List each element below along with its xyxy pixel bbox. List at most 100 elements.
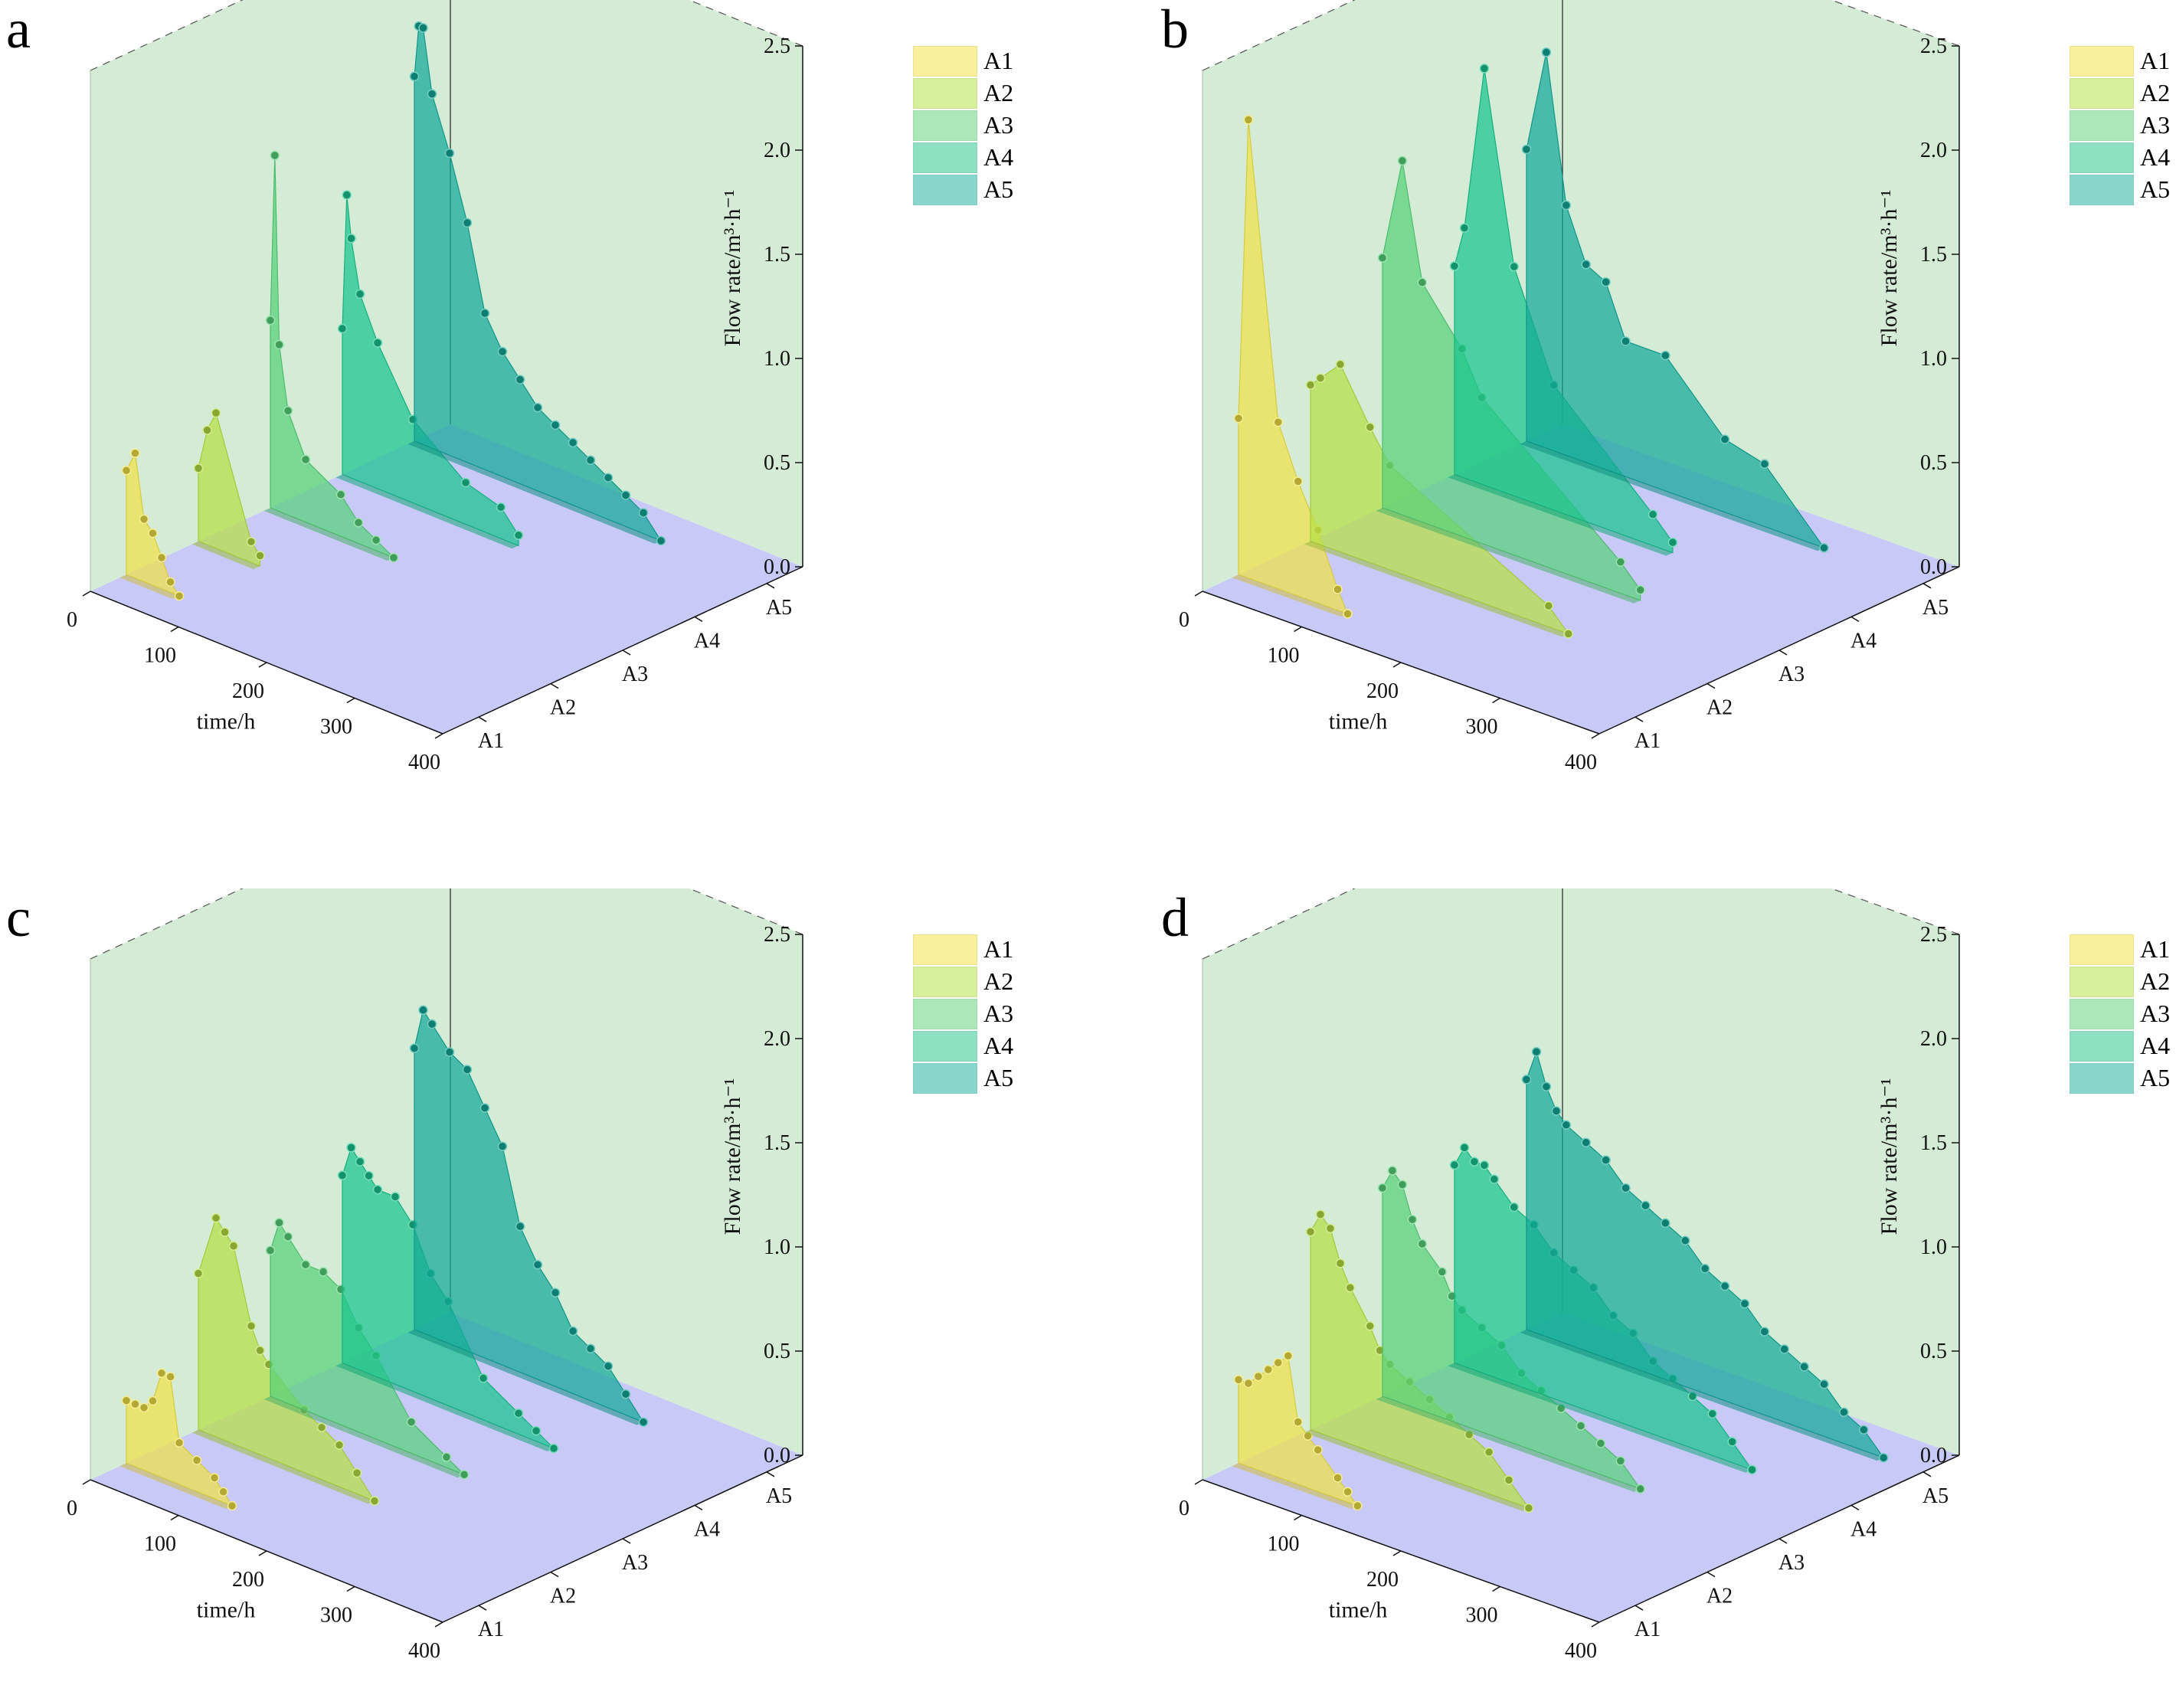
- legend-swatch: [2070, 934, 2134, 965]
- z-tick-label: A4: [694, 629, 720, 653]
- x-tick: [1294, 626, 1302, 633]
- data-point: [497, 346, 508, 357]
- y-axis-label: Flow rate/m³·h⁻¹: [1877, 1078, 1902, 1235]
- data-point: [1313, 1445, 1323, 1455]
- x-tick-label: 300: [320, 715, 352, 739]
- z-tick-label: A5: [1922, 596, 1949, 620]
- y-tick-label: 1.5: [764, 1131, 790, 1155]
- z-tick: [622, 1538, 631, 1544]
- data-point: [1759, 1327, 1770, 1337]
- y-tick-label: 2.0: [764, 139, 790, 162]
- data-point: [1739, 1298, 1750, 1309]
- data-point: [1365, 422, 1375, 432]
- y-tick-label: 1.0: [1920, 1235, 1947, 1259]
- z-tick-label: A3: [1778, 1551, 1805, 1575]
- data-point: [1504, 1475, 1514, 1485]
- panel-label: b: [1161, 0, 1189, 60]
- data-point: [1315, 1209, 1326, 1219]
- data-point: [283, 406, 293, 416]
- series-area: [198, 411, 261, 567]
- data-point: [459, 1470, 470, 1480]
- data-point: [1521, 144, 1532, 155]
- panel-b: 0 100 200 300 400 time/h A1 A2 A3 A4 A5 0.0 0.5 1.0 1.…: [1088, 0, 2175, 820]
- x-tick-label: 200: [1366, 1568, 1399, 1592]
- data-point: [1621, 1183, 1631, 1193]
- data-point: [1253, 1371, 1264, 1382]
- data-point: [620, 1389, 631, 1399]
- data-point: [1459, 223, 1470, 233]
- data-point: [603, 1361, 614, 1371]
- x-tick: [1194, 1479, 1203, 1485]
- legend-swatch: [2070, 1063, 2134, 1094]
- data-point: [372, 1184, 383, 1195]
- y-tick-label: 1.0: [764, 347, 790, 371]
- y-tick-label: 1.5: [1920, 1131, 1947, 1155]
- y-tick-label: 1.5: [1920, 243, 1947, 267]
- x-tick-label: 300: [1466, 715, 1498, 739]
- data-point: [274, 339, 284, 350]
- data-point: [1273, 1357, 1284, 1368]
- y-tick-label: 1.0: [764, 1235, 790, 1259]
- legend-label: A2: [983, 79, 1014, 106]
- legend-label: A5: [2140, 175, 2171, 203]
- data-point: [1449, 261, 1460, 271]
- x-tick: [434, 733, 443, 739]
- data-point: [1315, 373, 1326, 383]
- data-point: [174, 1438, 185, 1448]
- data-point: [550, 420, 561, 430]
- legend-swatch: [2070, 142, 2134, 173]
- data-point: [346, 1143, 356, 1153]
- data-point: [191, 1455, 202, 1465]
- data-point: [1819, 1379, 1829, 1389]
- data-point: [346, 234, 356, 244]
- legend-swatch: [913, 1063, 977, 1094]
- data-point: [130, 448, 140, 458]
- z-tick-label: A5: [766, 596, 792, 620]
- data-point: [1661, 350, 1670, 361]
- legend-label: A1: [2140, 935, 2171, 963]
- series-base: [1304, 541, 1569, 637]
- data-point: [1720, 434, 1730, 444]
- data-point: [156, 552, 167, 563]
- z-tick: [1922, 1471, 1932, 1477]
- data-point: [1878, 1452, 1889, 1463]
- data-point: [1353, 1500, 1363, 1511]
- z-tick: [550, 682, 559, 689]
- data-point: [406, 1417, 417, 1427]
- z-tick-label: A4: [694, 1517, 720, 1541]
- y-tick-label: 1.0: [1920, 347, 1947, 371]
- data-point: [462, 1065, 473, 1075]
- data-point: [1449, 1160, 1460, 1170]
- data-point: [1680, 1235, 1690, 1246]
- data-point: [265, 1245, 276, 1255]
- data-point: [209, 1473, 220, 1483]
- data-point: [1397, 155, 1408, 166]
- y-axis-label: Flow rate/m³·h⁻¹: [720, 1078, 745, 1235]
- data-point: [130, 1399, 140, 1409]
- x-tick: [170, 626, 179, 633]
- data-point: [1293, 476, 1303, 486]
- legend-label: A1: [983, 935, 1014, 963]
- data-point: [1343, 609, 1353, 619]
- series-base: [119, 574, 179, 599]
- y-tick-label: 0.0: [1920, 555, 1947, 579]
- z-tick-label: A5: [1922, 1484, 1949, 1508]
- data-point: [246, 1321, 257, 1331]
- data-point: [515, 375, 525, 384]
- y-tick-label: 0.5: [764, 451, 790, 475]
- chart-svg: 0 100 200 300 400 time/h A1 A2 A3 A4 A5 0.0 0.5 1.0 1.…: [67, 888, 803, 1663]
- data-point: [246, 537, 257, 547]
- data-point: [211, 407, 221, 418]
- z-tick: [694, 1504, 703, 1511]
- x-tick-label: 400: [408, 1639, 440, 1663]
- series-base: [263, 508, 394, 561]
- data-point: [1615, 557, 1626, 568]
- data-point: [1484, 1447, 1494, 1458]
- data-point: [1563, 629, 1573, 639]
- data-point: [274, 1218, 284, 1228]
- data-point: [156, 1368, 167, 1379]
- data-point: [1601, 1155, 1611, 1165]
- y-tick-label: 2.5: [764, 923, 790, 947]
- legend-swatch: [2070, 999, 2134, 1029]
- data-point: [1561, 1120, 1572, 1130]
